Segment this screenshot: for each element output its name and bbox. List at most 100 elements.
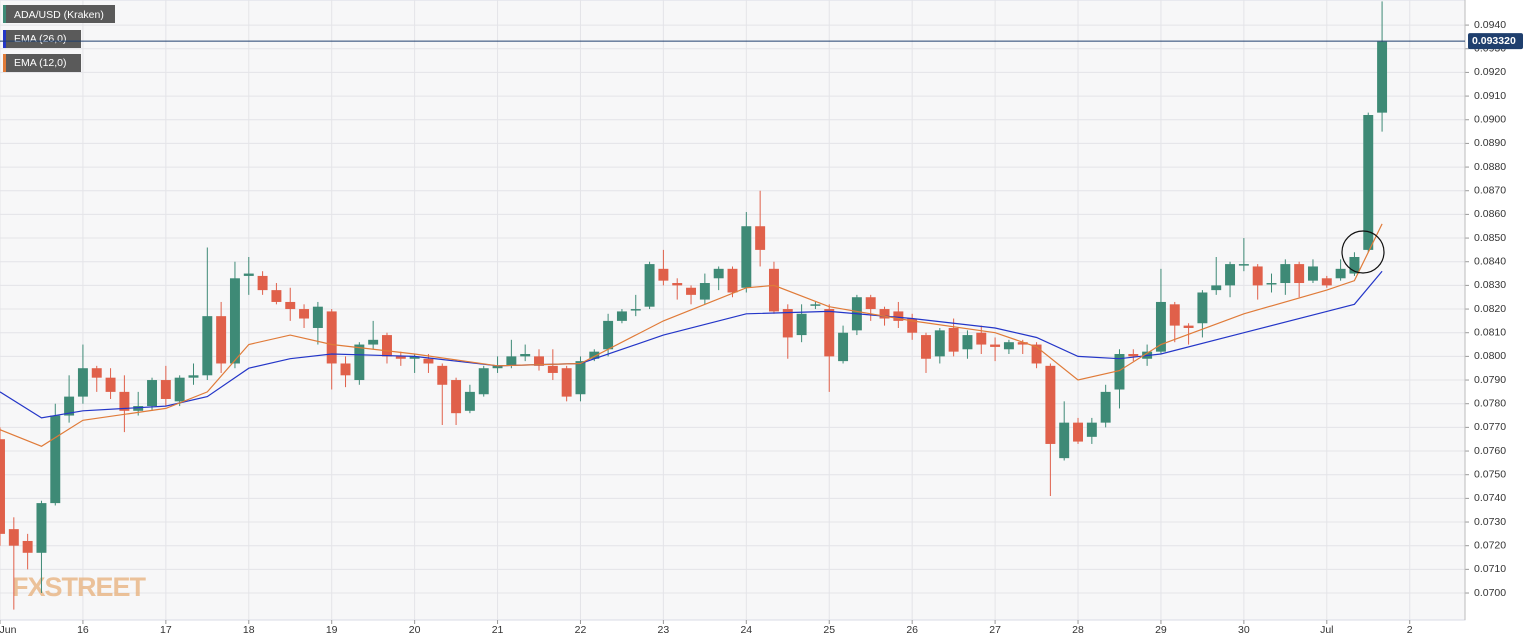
candle-body bbox=[865, 297, 876, 310]
candle-body bbox=[672, 283, 683, 286]
candle-body bbox=[216, 316, 227, 364]
candle-body bbox=[921, 335, 931, 359]
candle-body bbox=[879, 309, 890, 319]
y-tick-label: 0.0750 bbox=[1474, 468, 1506, 480]
y-tick-label: 0.0800 bbox=[1474, 350, 1506, 362]
y-tick-label: 0.0720 bbox=[1474, 539, 1506, 551]
candle-body bbox=[658, 268, 669, 281]
x-tick-label: 21 bbox=[492, 624, 504, 636]
candle-body bbox=[229, 278, 240, 364]
watermark: FXSTREET bbox=[12, 572, 147, 602]
x-tick-label: 17 bbox=[160, 624, 172, 636]
legend-box bbox=[3, 54, 81, 72]
candle-body bbox=[340, 363, 351, 376]
candle-body bbox=[1183, 325, 1194, 328]
candle-body bbox=[147, 380, 158, 407]
candle-body bbox=[520, 354, 531, 357]
candle-body bbox=[838, 332, 849, 362]
x-tick-label: 27 bbox=[989, 624, 1001, 636]
y-tick-label: 0.0820 bbox=[1474, 303, 1506, 315]
candle-body bbox=[1100, 391, 1111, 423]
legend-box bbox=[3, 30, 81, 48]
candle-body bbox=[1349, 256, 1360, 274]
candle-body bbox=[22, 540, 33, 553]
legend-box bbox=[3, 5, 115, 23]
candle-body bbox=[382, 335, 392, 357]
candle-body bbox=[1252, 266, 1263, 286]
y-tick-label: 0.0830 bbox=[1474, 279, 1506, 291]
candle-body bbox=[616, 311, 627, 321]
x-tick-label: 18 bbox=[243, 624, 255, 636]
marks bbox=[0, 1, 1388, 610]
y-tick-label: 0.0900 bbox=[1474, 114, 1506, 126]
candle-body bbox=[1197, 292, 1208, 324]
candle-body bbox=[686, 287, 697, 295]
y-tick-label: 0.0710 bbox=[1474, 563, 1506, 575]
candle-body bbox=[755, 226, 766, 250]
candle-body bbox=[285, 301, 296, 310]
legend: ADA/USD (Kraken) EMA (26,0) EMA (12,0) bbox=[3, 5, 115, 72]
legend-label: EMA (26,0) bbox=[14, 33, 67, 45]
legend-label: ADA/USD (Kraken) bbox=[14, 9, 104, 21]
x-tick-label: Jun bbox=[0, 624, 17, 636]
y-tick-label: 0.0770 bbox=[1474, 421, 1506, 433]
ema-line bbox=[0, 270, 1383, 419]
x-tick-label: 25 bbox=[823, 624, 835, 636]
candle-body bbox=[962, 335, 973, 350]
candle-body bbox=[464, 391, 475, 411]
candle-body bbox=[796, 313, 807, 336]
candle-body bbox=[1280, 264, 1291, 284]
candle-body bbox=[1211, 285, 1222, 291]
candle-body bbox=[174, 377, 185, 402]
candle-body bbox=[976, 332, 987, 345]
x-tick-label: 2 bbox=[1407, 624, 1413, 636]
y-tick-label: 0.0810 bbox=[1474, 326, 1506, 338]
candle-body bbox=[36, 503, 47, 553]
candle-body bbox=[1238, 264, 1249, 266]
candle-body bbox=[160, 380, 171, 399]
candle-body bbox=[451, 380, 462, 414]
candle-body bbox=[990, 344, 1001, 347]
candle-body bbox=[1169, 304, 1180, 326]
candle-body bbox=[1045, 365, 1056, 444]
x-tick-label: 19 bbox=[326, 624, 338, 636]
candle-body bbox=[1059, 422, 1070, 459]
x-tick-label: 23 bbox=[658, 624, 670, 636]
candle-body bbox=[630, 309, 641, 311]
candle-body bbox=[1073, 422, 1083, 442]
axis: 0.0700 0.0710 0.0720 0.0730 0.0740 0.0750 0.07… bbox=[0, 0, 1506, 636]
legend-swatch bbox=[3, 5, 6, 23]
legend-swatch bbox=[3, 30, 6, 48]
candle-body bbox=[893, 311, 904, 321]
y-tick-label: 0.0940 bbox=[1474, 19, 1506, 31]
y-tick-label: 0.0910 bbox=[1474, 90, 1506, 102]
x-tick-label: 29 bbox=[1155, 624, 1167, 636]
candle-body bbox=[547, 365, 558, 373]
candle-body bbox=[326, 311, 337, 364]
candle-body bbox=[644, 264, 655, 307]
legend-label: EMA (12,0) bbox=[14, 57, 67, 69]
candle-body bbox=[1321, 278, 1332, 286]
candle-body bbox=[699, 283, 710, 300]
x-tick-label: 20 bbox=[409, 624, 421, 636]
x-tick-label: 28 bbox=[1072, 624, 1084, 636]
candle-body bbox=[437, 365, 448, 385]
y-tick-label: 0.0760 bbox=[1474, 445, 1506, 457]
candle-body bbox=[257, 275, 268, 291]
plot-area bbox=[0, 0, 1466, 621]
candle-body bbox=[713, 268, 724, 279]
candle-body bbox=[8, 529, 19, 546]
candle-body bbox=[423, 358, 434, 364]
candle-body bbox=[907, 318, 918, 333]
candle-body bbox=[1294, 264, 1305, 284]
candle-body bbox=[1155, 301, 1166, 352]
candle-body bbox=[299, 309, 310, 319]
x-tick-label: 26 bbox=[906, 624, 918, 636]
candle-body bbox=[312, 306, 323, 328]
candle-body bbox=[91, 368, 102, 378]
x-tick-label: 16 bbox=[77, 624, 89, 636]
ema-line bbox=[0, 223, 1383, 447]
y-tick-label: 0.0730 bbox=[1474, 516, 1506, 528]
